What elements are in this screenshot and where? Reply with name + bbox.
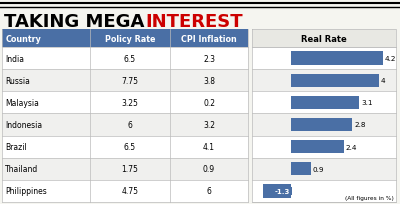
Text: INTEREST: INTEREST	[145, 13, 243, 31]
Text: Country: Country	[6, 34, 42, 43]
Text: (All figures in %): (All figures in %)	[345, 195, 394, 200]
Bar	[2, 136, 248, 158]
Text: Indonesia: Indonesia	[5, 120, 42, 129]
Text: 6: 6	[128, 120, 132, 129]
Text: 0.9: 0.9	[313, 166, 324, 172]
Bar	[291, 96, 359, 110]
Text: 3.8: 3.8	[203, 76, 215, 85]
Text: 6.5: 6.5	[124, 142, 136, 151]
Bar	[263, 184, 291, 198]
Text: India: India	[5, 54, 24, 63]
Text: Philippines: Philippines	[5, 186, 47, 195]
Bar	[291, 140, 344, 154]
Bar	[2, 92, 248, 114]
Text: 6.5: 6.5	[124, 54, 136, 63]
Text: 0.2: 0.2	[203, 98, 215, 107]
Text: Policy Rate: Policy Rate	[105, 34, 155, 43]
Bar	[252, 158, 396, 180]
Text: Brazil: Brazil	[5, 142, 27, 151]
Text: Thailand: Thailand	[5, 164, 38, 173]
Bar	[252, 114, 396, 136]
Bar	[252, 92, 396, 114]
Text: -1.3: -1.3	[275, 188, 290, 194]
Text: 6: 6	[206, 186, 212, 195]
Bar	[252, 30, 396, 48]
Text: 4: 4	[380, 78, 385, 84]
Text: 7.75: 7.75	[122, 76, 138, 85]
Bar	[291, 52, 383, 65]
Text: 3.2: 3.2	[203, 120, 215, 129]
Text: 4.1: 4.1	[203, 142, 215, 151]
Text: 3.1: 3.1	[361, 100, 372, 106]
Bar	[252, 180, 396, 202]
Bar	[252, 136, 396, 158]
Bar	[2, 114, 248, 136]
Bar	[2, 48, 248, 70]
Text: CPI Inflation: CPI Inflation	[181, 34, 237, 43]
Text: 4.2: 4.2	[385, 56, 396, 62]
Bar	[252, 70, 396, 92]
Text: TAKING MEGA: TAKING MEGA	[4, 13, 151, 31]
Text: 1.75: 1.75	[122, 164, 138, 173]
Bar	[2, 70, 248, 92]
Bar	[291, 162, 311, 176]
Text: Russia: Russia	[5, 76, 30, 85]
Bar	[2, 180, 248, 202]
Bar	[2, 30, 248, 48]
Text: 2.8: 2.8	[354, 122, 366, 128]
Bar	[291, 118, 352, 132]
Bar	[252, 48, 396, 70]
Bar	[2, 158, 248, 180]
Text: 2.4: 2.4	[346, 144, 357, 150]
Text: 2.3: 2.3	[203, 54, 215, 63]
Text: 4.75: 4.75	[122, 186, 138, 195]
Text: 0.9: 0.9	[203, 164, 215, 173]
Text: 3.25: 3.25	[122, 98, 138, 107]
Text: Real Rate: Real Rate	[301, 34, 347, 43]
Bar	[291, 74, 378, 88]
Text: Malaysia: Malaysia	[5, 98, 39, 107]
